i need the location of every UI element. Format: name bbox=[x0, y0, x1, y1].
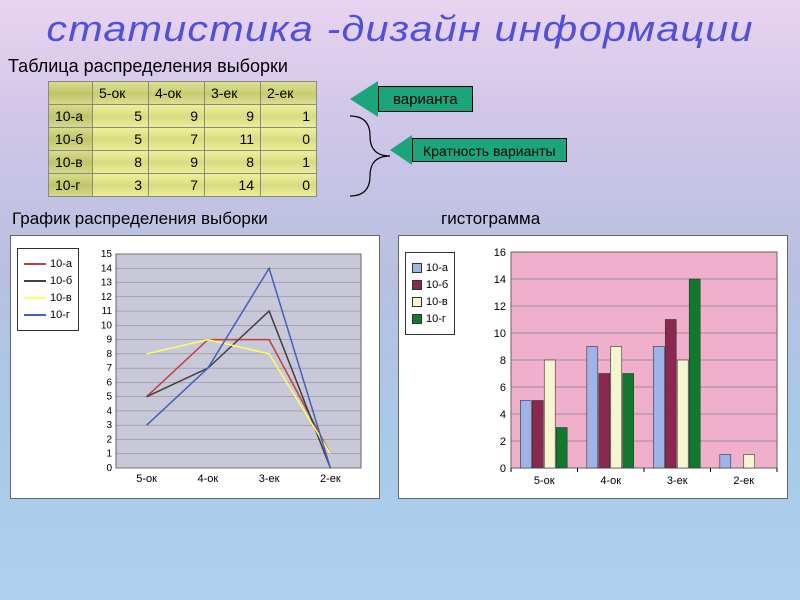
line-chart-legend: 10-а 10-б 10-в 10-г bbox=[17, 248, 79, 331]
distribution-table: 5-ок4-ок3-ек2-ек10-а599110-б5711010-в898… bbox=[48, 81, 317, 197]
svg-text:5: 5 bbox=[106, 392, 112, 403]
table-cell: 5 bbox=[93, 128, 149, 151]
svg-text:8: 8 bbox=[106, 349, 112, 360]
line-chart-title: График распределения выборки bbox=[0, 209, 371, 229]
svg-text:0: 0 bbox=[500, 463, 506, 475]
svg-text:16: 16 bbox=[494, 247, 506, 259]
legend-item: 10-г bbox=[24, 309, 72, 321]
svg-text:10: 10 bbox=[101, 320, 113, 331]
legend-item: 10-б bbox=[412, 279, 448, 291]
svg-text:5-ок: 5-ок bbox=[136, 473, 157, 485]
arrow-varianta: варианта bbox=[350, 81, 567, 117]
table-row-label: 10-г bbox=[49, 174, 93, 197]
legend-item: 10-в bbox=[24, 292, 72, 304]
table-title: Таблица распределения выборки bbox=[0, 54, 800, 81]
legend-item: 10-б bbox=[24, 275, 72, 287]
table-cell: 8 bbox=[93, 151, 149, 174]
table-cell: 1 bbox=[261, 105, 317, 128]
svg-text:14: 14 bbox=[101, 263, 113, 274]
svg-text:2-ек: 2-ек bbox=[733, 475, 754, 487]
svg-text:12: 12 bbox=[101, 292, 113, 303]
svg-text:11: 11 bbox=[102, 306, 113, 317]
table-cell: 3 bbox=[93, 174, 149, 197]
table-cell: 9 bbox=[149, 105, 205, 128]
table-cell: 8 bbox=[205, 151, 261, 174]
table-cell: 9 bbox=[149, 151, 205, 174]
svg-text:4-ок: 4-ок bbox=[600, 475, 621, 487]
svg-text:10: 10 bbox=[494, 328, 506, 340]
svg-text:15: 15 bbox=[101, 249, 113, 260]
table-row-label: 10-в bbox=[49, 151, 93, 174]
table-row-label: 10-а bbox=[49, 105, 93, 128]
svg-text:4: 4 bbox=[106, 406, 112, 417]
svg-text:6: 6 bbox=[500, 382, 506, 394]
svg-text:8: 8 bbox=[500, 355, 506, 367]
svg-text:9: 9 bbox=[106, 335, 112, 346]
arrow-kratnost: Кратность варианты bbox=[390, 135, 567, 165]
svg-text:7: 7 bbox=[106, 363, 112, 374]
svg-text:3: 3 bbox=[106, 420, 112, 431]
svg-text:2-ек: 2-ек bbox=[320, 473, 341, 485]
table-cell: 11 bbox=[205, 128, 261, 151]
table-cell: 1 bbox=[261, 151, 317, 174]
table-cell: 0 bbox=[261, 128, 317, 151]
table-col-header: 4-ок bbox=[149, 82, 205, 105]
bar-chart: 10-а 10-б 10-в 10-г 0 2 4 6 8 10 12 14 16 5-ок 4-ок 3-… bbox=[398, 235, 788, 499]
svg-text:6: 6 bbox=[106, 377, 112, 388]
table-row-label: 10-б bbox=[49, 128, 93, 151]
table-cell: 7 bbox=[149, 128, 205, 151]
svg-text:14: 14 bbox=[494, 274, 506, 286]
svg-text:12: 12 bbox=[494, 301, 506, 313]
table-col-header: 3-ек bbox=[205, 82, 261, 105]
legend-item: 10-г bbox=[412, 313, 448, 325]
svg-text:5-ок: 5-ок bbox=[534, 475, 555, 487]
svg-text:2: 2 bbox=[106, 434, 112, 445]
arrow-labels: варианта Кратность варианты bbox=[350, 81, 567, 175]
bar-chart-legend: 10-а 10-б 10-в 10-г bbox=[405, 252, 455, 335]
line-chart: 10-а10-б10-в10-г 01234567891011121314155… bbox=[10, 235, 380, 499]
bar-chart-title: гистограмма bbox=[371, 209, 800, 229]
svg-text:1: 1 bbox=[106, 449, 112, 460]
legend-item: 10-а bbox=[412, 262, 448, 274]
legend-item: 10-в bbox=[412, 296, 448, 308]
table-col-header: 2-ек bbox=[261, 82, 317, 105]
svg-text:13: 13 bbox=[101, 278, 113, 289]
svg-text:3-ек: 3-ек bbox=[667, 475, 688, 487]
svg-text:4-ок: 4-ок bbox=[198, 473, 219, 485]
legend-item: 10-а bbox=[24, 258, 72, 270]
table-cell: 9 bbox=[205, 105, 261, 128]
table-cell: 5 bbox=[93, 105, 149, 128]
table-cell: 0 bbox=[261, 174, 317, 197]
svg-text:0: 0 bbox=[106, 463, 112, 474]
table-col-header: 5-ок bbox=[93, 82, 149, 105]
svg-text:3-ек: 3-ек bbox=[259, 473, 280, 485]
table-cell: 14 bbox=[205, 174, 261, 197]
svg-text:2: 2 bbox=[500, 436, 506, 448]
svg-text:4: 4 bbox=[500, 409, 506, 421]
page-title: статистика -дизайн информации bbox=[0, 0, 800, 54]
table-cell: 7 bbox=[149, 174, 205, 197]
